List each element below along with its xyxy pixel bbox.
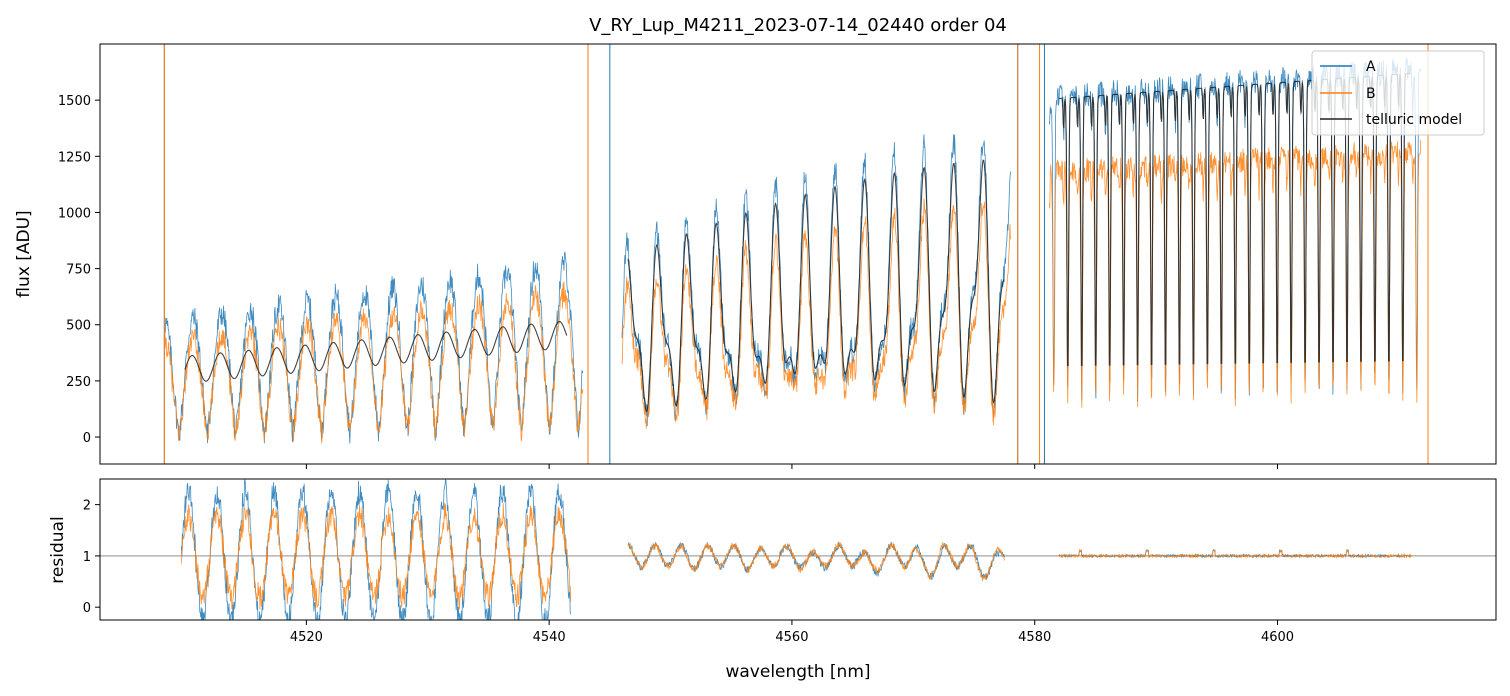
y-tick-label: 1 — [83, 550, 91, 565]
bottom-y-axis-title: residual — [48, 516, 68, 583]
bottom-y-ticks: 0 1 2 — [83, 499, 100, 616]
top-y-axis-title: flux [ADU] — [14, 210, 34, 297]
x-tick-label: 4580 — [1018, 630, 1051, 645]
bottom-plot-area — [100, 479, 1496, 620]
y-tick-label: 1250 — [58, 150, 91, 165]
legend-label-b: B — [1366, 86, 1376, 102]
residual-b-line — [180, 502, 1412, 611]
y-tick-label: 1500 — [58, 94, 91, 109]
x-tick-label: 4560 — [775, 630, 808, 645]
x-tick-label: 4600 — [1261, 630, 1294, 645]
y-tick-label: 0 — [83, 431, 91, 446]
top-y-ticks: 0 250 500 750 1000 1250 1500 — [58, 94, 100, 446]
bottom-panel: 4520 4540 4560 4580 4600 0 1 2 residual wavele… — [48, 478, 1497, 682]
y-tick-label: 250 — [66, 375, 91, 390]
x-axis-title: wavelength [nm] — [725, 662, 870, 682]
y-tick-label: 0 — [83, 601, 91, 616]
y-tick-label: 500 — [66, 319, 91, 334]
y-tick-label: 2 — [83, 499, 91, 514]
bottom-axes-frame — [99, 478, 1497, 621]
top-panel: 0 250 500 750 1000 1250 1500 flux [ADU] A B te… — [14, 43, 1497, 469]
top-axes-frame — [99, 43, 1497, 465]
top-x-ticks — [305, 464, 1278, 469]
bottom-x-ticks: 4520 4540 4560 4580 4600 — [290, 620, 1294, 645]
legend-box — [1311, 50, 1485, 136]
x-tick-label: 4540 — [533, 630, 566, 645]
y-tick-label: 750 — [66, 263, 91, 278]
chart-title: V_RY_Lup_M4211_2023-07-14_02440 order 04 — [589, 15, 1007, 36]
x-tick-label: 4520 — [290, 630, 323, 645]
legend-label-a: A — [1366, 59, 1376, 75]
legend-label-telluric: telluric model — [1366, 112, 1462, 128]
y-tick-label: 1000 — [58, 206, 91, 221]
legend: A B telluric model — [1311, 50, 1485, 136]
